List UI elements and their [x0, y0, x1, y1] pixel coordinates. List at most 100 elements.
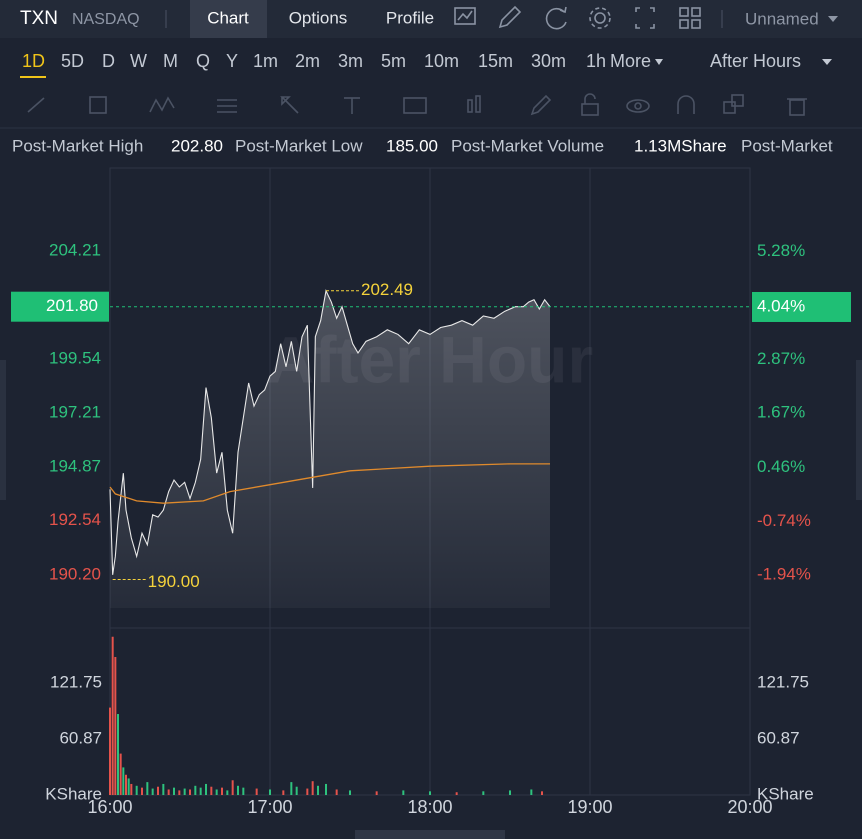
- volume-bar: [167, 789, 170, 795]
- info-label: Post-Market High: [12, 136, 143, 155]
- timeframe[interactable]: 10m: [424, 51, 459, 71]
- last-change-label: 4.04%: [757, 296, 805, 315]
- bottom-handle[interactable]: [355, 830, 505, 839]
- tab[interactable]: Options: [289, 8, 348, 27]
- x-tick-label: 19:00: [567, 797, 612, 817]
- volume-bar: [306, 788, 309, 795]
- volume-tick-label: 121.75: [757, 672, 809, 691]
- volume-bar: [122, 767, 125, 795]
- volume-bar: [509, 790, 511, 795]
- timeframe[interactable]: Y: [226, 51, 238, 71]
- session[interactable]: After Hours: [710, 51, 801, 71]
- average-line: [109, 463, 550, 504]
- timeframe[interactable]: W: [130, 51, 147, 71]
- x-tick-label: 18:00: [407, 797, 452, 817]
- timeframe[interactable]: M: [163, 51, 178, 71]
- y-tick-label: 192.54: [49, 510, 101, 529]
- toolbar-icons[interactable]: [454, 5, 701, 30]
- price-line: [109, 288, 551, 575]
- drawing-toolbar[interactable]: [27, 93, 807, 116]
- volume-bar: [125, 774, 127, 795]
- y-tick-label: 204.21: [49, 240, 101, 259]
- volume-bar: [119, 753, 122, 795]
- y-tick-label: 197.21: [49, 402, 101, 421]
- volume-bar: [210, 786, 213, 795]
- volume-bar: [317, 785, 319, 795]
- volume-bar: [189, 789, 191, 795]
- layout-name[interactable]: Unnamed: [745, 9, 819, 28]
- info-value: 1.13MShare: [634, 136, 727, 155]
- last-price-tag: [11, 291, 109, 322]
- x-tick-label: 20:00: [727, 797, 772, 817]
- volume-unit: KShare: [45, 784, 102, 803]
- volume-bar: [135, 785, 138, 795]
- y-tick-label: 190.20: [49, 564, 101, 583]
- volume-bar: [127, 778, 130, 795]
- dropdown-arrow: [655, 59, 663, 65]
- volume-bar: [141, 787, 143, 795]
- volume-bar: [231, 780, 234, 795]
- volume-bar: [325, 783, 327, 795]
- timeframe[interactable]: 5m: [381, 51, 406, 71]
- timeframe[interactable]: 2m: [295, 51, 320, 71]
- tab[interactable]: Profile: [386, 8, 434, 27]
- timeframe[interactable]: D: [102, 51, 115, 71]
- volume-bar: [237, 785, 239, 795]
- top-bar: [0, 0, 862, 38]
- volume-bar: [282, 790, 285, 795]
- volume-tick-label: 60.87: [59, 728, 102, 747]
- volume-bar: [117, 714, 119, 795]
- volume-unit: KShare: [757, 784, 814, 803]
- side-handle[interactable]: [856, 360, 862, 500]
- volume-bar: [205, 783, 207, 795]
- volume-bar: [226, 790, 229, 795]
- volume-bar: [130, 783, 133, 795]
- active-underline: [20, 76, 46, 78]
- dropdown-arrow: [828, 16, 838, 22]
- timeframe[interactable]: 1h: [586, 51, 606, 71]
- y2-tick-label: -1.94%: [757, 565, 811, 584]
- x-tick-label: 17:00: [247, 797, 292, 817]
- timeframe[interactable]: More: [610, 51, 651, 71]
- timeframe[interactable]: 30m: [531, 51, 566, 71]
- side-handle[interactable]: [0, 360, 6, 500]
- volume-bar: [157, 786, 159, 795]
- volume-bar: [173, 787, 175, 795]
- volume-bar: [194, 785, 197, 795]
- min-label: 190.00: [148, 572, 200, 591]
- info-value: 202.80: [171, 136, 223, 155]
- volume-bar: [455, 792, 458, 795]
- timeframe[interactable]: 5D: [61, 51, 84, 71]
- timeframe[interactable]: 15m: [478, 51, 513, 71]
- last-change-tag: [752, 291, 851, 322]
- volume-bar: [199, 787, 202, 795]
- timeframe[interactable]: 1D: [22, 51, 45, 71]
- y2-tick-label: 0.46%: [757, 457, 805, 476]
- volume-bar: [375, 791, 378, 795]
- y2-tick-label: 1.67%: [757, 403, 805, 422]
- volume-bar: [541, 791, 543, 795]
- volume-bar: [349, 790, 351, 795]
- y2-tick-label: 2.87%: [757, 349, 805, 368]
- volume-bar: [178, 790, 181, 795]
- volume-bar: [151, 788, 154, 795]
- volume-bar: [146, 782, 149, 795]
- price-area: [110, 290, 550, 608]
- y2-tick-label: -0.74%: [757, 511, 811, 530]
- volume-bar: [335, 789, 338, 795]
- volume-bar: [295, 786, 298, 795]
- info-label: Post-Market: [741, 136, 833, 155]
- volume-bar: [255, 788, 258, 795]
- symbol: TXN: [20, 8, 58, 29]
- volume-tick-label: 60.87: [757, 728, 800, 747]
- volume-tick-label: 121.75: [50, 672, 102, 691]
- active-tab: [190, 0, 267, 38]
- timeframe[interactable]: 1m: [253, 51, 278, 71]
- volume-bar: [162, 783, 165, 795]
- timeframe[interactable]: Q: [196, 51, 210, 71]
- tab[interactable]: Chart: [207, 8, 249, 27]
- max-label: 202.49: [361, 280, 413, 299]
- timeframe[interactable]: 3m: [338, 51, 363, 71]
- volume-bar: [290, 782, 293, 795]
- last-price-label: 201.80: [46, 296, 98, 315]
